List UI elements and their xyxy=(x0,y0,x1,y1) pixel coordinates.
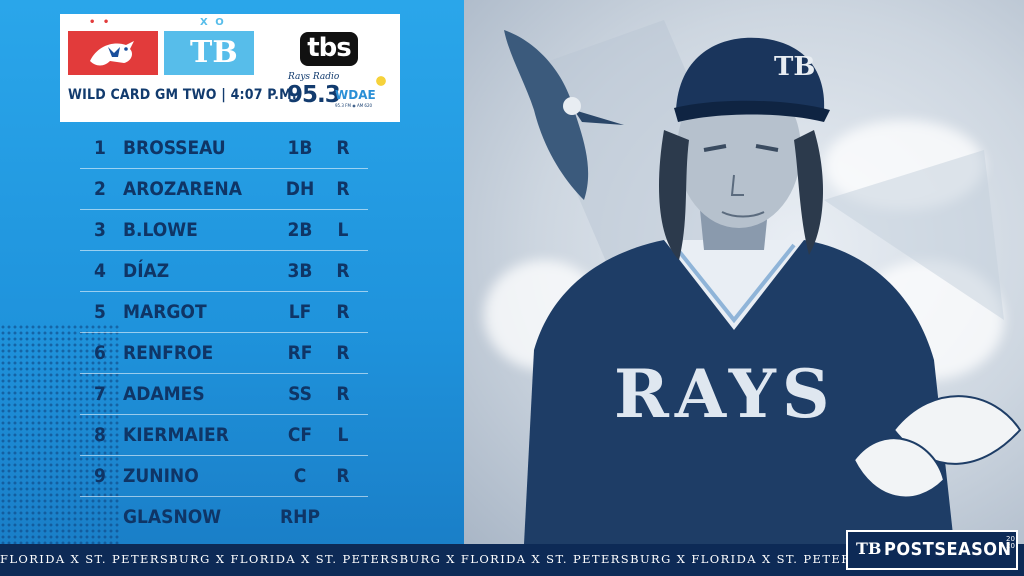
player-position: DH xyxy=(285,178,315,200)
lineup-row: 1 BROSSEAU 1B R xyxy=(80,128,368,169)
lineup-row: 4 DÍAZ 3B R xyxy=(80,251,368,292)
player-photo xyxy=(504,20,1022,544)
player-name: MARGOT xyxy=(123,301,207,323)
postseason-badge: TB POSTSEASON 20 20 xyxy=(846,530,1018,570)
lineup-panel: • • X O TB WILD CARD GM TWO | 4:07 P.M. … xyxy=(0,0,464,544)
tbs-logo-icon: tbs xyxy=(300,32,358,66)
rays-tb-logo-icon: TB xyxy=(164,31,254,75)
player-bats: L xyxy=(337,424,349,446)
radio-station: WDAE xyxy=(335,88,376,102)
blue-jays-logo-icon xyxy=(68,31,158,75)
player-name: B.LOWE xyxy=(123,219,198,241)
sun-icon xyxy=(370,70,392,92)
player-bats: R xyxy=(336,342,350,364)
player-name: GLASNOW xyxy=(123,506,222,528)
lineup-row: 7 ADAMES SS R xyxy=(80,374,368,415)
player-position: 3B xyxy=(287,260,313,282)
player-position: SS xyxy=(288,383,312,405)
game-info: WILD CARD GM TWO | 4:07 P.M. xyxy=(68,87,297,103)
player-name: ZUNINO xyxy=(123,465,199,487)
player-name: DÍAZ xyxy=(123,260,170,282)
postseason-text: POSTSEASON xyxy=(884,539,1012,560)
game-header-card: • • X O TB WILD CARD GM TWO | 4:07 P.M. … xyxy=(60,14,400,122)
player-name: RENFROE xyxy=(123,342,214,364)
postseason-year: 20 20 xyxy=(1006,535,1015,550)
player-bats: R xyxy=(336,137,350,159)
radio-label: Rays Radio xyxy=(288,72,340,82)
radio-frequency: 95.3 xyxy=(287,82,341,108)
lineup-row: 9 ZUNINO C R xyxy=(80,456,368,497)
away-record-dots: • • xyxy=(89,17,112,28)
postseason-tb-logo: TB xyxy=(856,539,882,558)
player-name: AROZARENA xyxy=(123,178,242,200)
home-record-dots: X O xyxy=(200,17,226,28)
lineup-row: 3 B.LOWE 2B L xyxy=(80,210,368,251)
player-bats: R xyxy=(336,383,350,405)
batting-order: 2 xyxy=(94,178,106,200)
player-bats: R xyxy=(336,301,350,323)
player-name: BROSSEAU xyxy=(123,137,226,159)
player-name: ADAMES xyxy=(123,383,205,405)
pelican-icon xyxy=(504,30,624,200)
player-position: C xyxy=(293,465,307,487)
batting-order: 5 xyxy=(94,301,106,323)
cap-logo: TB xyxy=(774,52,816,82)
batting-order: 4 xyxy=(94,260,106,282)
player-position: 1B xyxy=(287,137,313,159)
lineup-row-pitcher: GLASNOW RHP xyxy=(80,497,368,537)
halftone-pattern xyxy=(0,324,120,544)
player-position: RHP xyxy=(280,506,320,528)
player-position: 2B xyxy=(287,219,313,241)
batting-order: 7 xyxy=(94,383,106,405)
player-bats: R xyxy=(336,178,350,200)
player-position: CF xyxy=(287,424,313,446)
batting-order: 1 xyxy=(94,137,106,159)
player-photo-panel: TB RAYS xyxy=(464,0,1024,544)
jersey-wordmark: RAYS xyxy=(614,355,836,433)
batting-order: 9 xyxy=(94,465,106,487)
batting-order: 6 xyxy=(94,342,106,364)
lineup-row: 6 RENFROE RF R xyxy=(80,333,368,374)
player-bats: L xyxy=(337,219,349,241)
lineup-row: 2 AROZARENA DH R xyxy=(80,169,368,210)
batting-order: 8 xyxy=(94,424,106,446)
lineup-row: 8 KIERMAIER CF L xyxy=(80,415,368,456)
location-ticker: FLORIDA X ST. PETERSBURG X FLORIDA X ST.… xyxy=(0,552,988,566)
player-position: RF xyxy=(287,342,313,364)
player-name: KIERMAIER xyxy=(123,424,229,446)
lineup-row: 5 MARGOT LF R xyxy=(80,292,368,333)
rays-logo-text: TB xyxy=(190,35,238,70)
player-position: LF xyxy=(288,301,312,323)
radio-sub: 95.3 FM ◉ AM 620 xyxy=(335,103,373,108)
player-bats: R xyxy=(336,465,350,487)
player-bats: R xyxy=(336,260,350,282)
batting-order: 3 xyxy=(94,219,106,241)
